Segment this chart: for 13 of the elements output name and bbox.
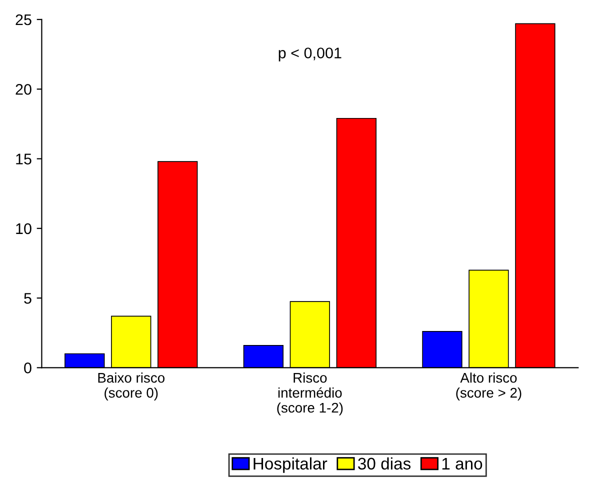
y-tick-label: 20 <box>16 84 32 95</box>
legend-label: 30 dias <box>358 457 411 470</box>
x-tick-label: Alto risco (score > 2) <box>456 372 522 400</box>
x-tick-label: Baixo risco (score 0) <box>98 372 164 400</box>
x-tick-label: Risco intermédio (score 1-2) <box>277 372 343 416</box>
y-tick-label: 5 <box>24 293 32 304</box>
y-tick-label: 15 <box>16 154 32 164</box>
y-tick-label: 0 <box>24 362 32 374</box>
legend-label: Hospitalar <box>254 457 328 473</box>
y-tick-label: 10 <box>16 223 32 234</box>
annotation: p < 0,001 <box>278 48 342 62</box>
legend-label: 1 ano <box>442 458 482 470</box>
y-tick-label: 25 <box>16 14 32 26</box>
